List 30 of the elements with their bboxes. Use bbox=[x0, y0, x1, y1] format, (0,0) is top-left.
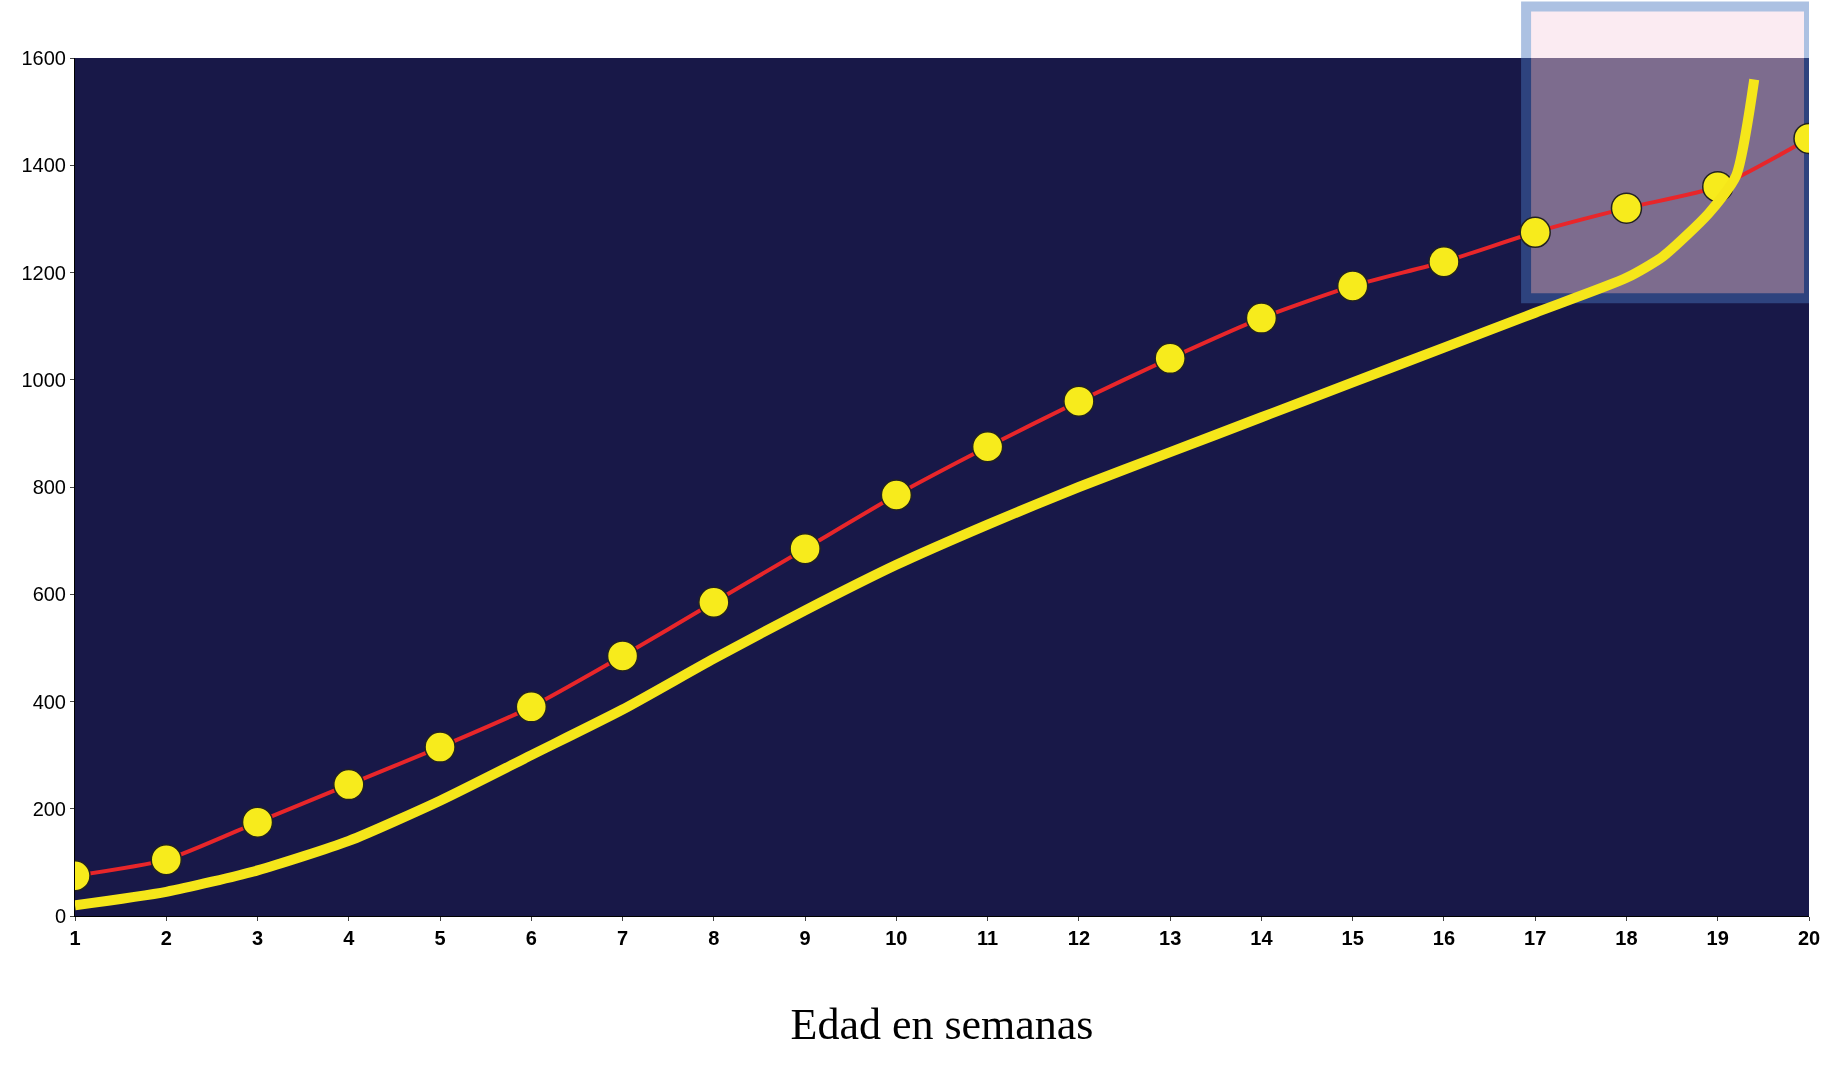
x-tick-label: 9 bbox=[799, 927, 811, 949]
y-tick-label: 0 bbox=[54, 905, 66, 927]
x-tick-label: 18 bbox=[1615, 927, 1638, 949]
y-tick-label: 1400 bbox=[21, 154, 66, 177]
x-tick-label: 19 bbox=[1706, 927, 1729, 949]
y-tick-label: 1600 bbox=[21, 47, 66, 69]
x-axis-title: Edad en semanas bbox=[790, 1000, 1094, 1050]
x-tick-label: 8 bbox=[708, 927, 720, 949]
y-tick-label: 400 bbox=[32, 690, 66, 713]
x-tick-label: 16 bbox=[1432, 927, 1456, 949]
x-tick-label: 13 bbox=[1159, 927, 1182, 949]
x-tick-label: 6 bbox=[525, 927, 537, 949]
y-tick-label: 1000 bbox=[21, 368, 66, 391]
x-tick-label: 12 bbox=[1067, 927, 1091, 949]
x-tick-label: 3 bbox=[251, 927, 264, 949]
y-tick-label: 1200 bbox=[21, 261, 66, 284]
x-tick-label: 4 bbox=[343, 927, 356, 949]
y-tick-label: 600 bbox=[32, 583, 66, 606]
y-tick-label: 800 bbox=[32, 476, 66, 498]
y-tick-label: 200 bbox=[32, 797, 66, 820]
x-tick-label: 11 bbox=[977, 927, 999, 949]
x-tick-label: 10 bbox=[885, 927, 908, 949]
x-tick-label: 5 bbox=[434, 927, 446, 949]
x-tick-label: 20 bbox=[1797, 927, 1821, 949]
x-tick-label: 14 bbox=[1250, 927, 1274, 949]
x-tick-label: 7 bbox=[617, 927, 629, 949]
x-tick-label: 15 bbox=[1341, 927, 1364, 949]
x-tick-label: 2 bbox=[160, 927, 172, 949]
x-tick-label: 17 bbox=[1524, 927, 1547, 949]
x-tick-label: 1 bbox=[69, 927, 81, 949]
